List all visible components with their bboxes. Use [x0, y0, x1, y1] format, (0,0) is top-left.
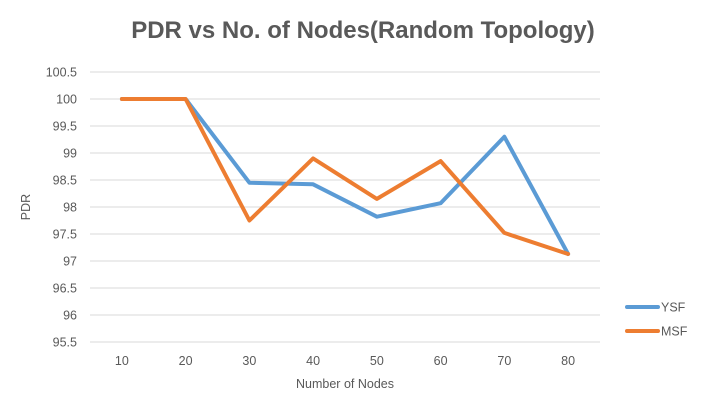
legend: YSF MSF: [625, 301, 688, 339]
x-tick-label: 40: [306, 354, 320, 368]
x-tick-label: 60: [434, 354, 448, 368]
y-tick-label: 98.5: [53, 174, 77, 188]
x-tick-label: 20: [179, 354, 193, 368]
y-tick-label: 95.5: [53, 336, 77, 350]
x-tick-label: 10: [115, 354, 129, 368]
series-lines: [119, 97, 571, 256]
y-tick-label: 100: [56, 93, 77, 107]
legend-label-msf: MSF: [661, 325, 688, 339]
x-axis-ticks: 10 20 30 40 50 60 70 80: [115, 354, 575, 368]
gridlines: [90, 71, 600, 343]
x-axis-label: Number of Nodes: [296, 377, 394, 391]
x-tick-label: 80: [561, 354, 575, 368]
y-tick-label: 98: [63, 201, 77, 215]
x-tick-label: 50: [370, 354, 384, 368]
y-axis-ticks: 95.5 96 96.5 97 97.5 98 98.5 99 99.5 100 100.5: [46, 66, 77, 350]
y-tick-label: 96: [63, 309, 77, 323]
series-line-msf: [119, 97, 571, 256]
y-tick-label: 97.5: [53, 228, 77, 242]
series-line-ysf: [119, 97, 571, 256]
y-tick-label: 99.5: [53, 120, 77, 134]
y-axis-label: PDR: [19, 194, 33, 220]
x-tick-label: 70: [497, 354, 511, 368]
y-tick-label: 96.5: [53, 282, 77, 296]
x-tick-label: 30: [242, 354, 256, 368]
y-tick-label: 100.5: [46, 66, 77, 80]
legend-label-ysf: YSF: [661, 301, 686, 315]
y-tick-label: 99: [63, 147, 77, 161]
y-tick-label: 97: [63, 255, 77, 269]
chart-title: PDR vs No. of Nodes(Random Topology): [131, 17, 595, 44]
